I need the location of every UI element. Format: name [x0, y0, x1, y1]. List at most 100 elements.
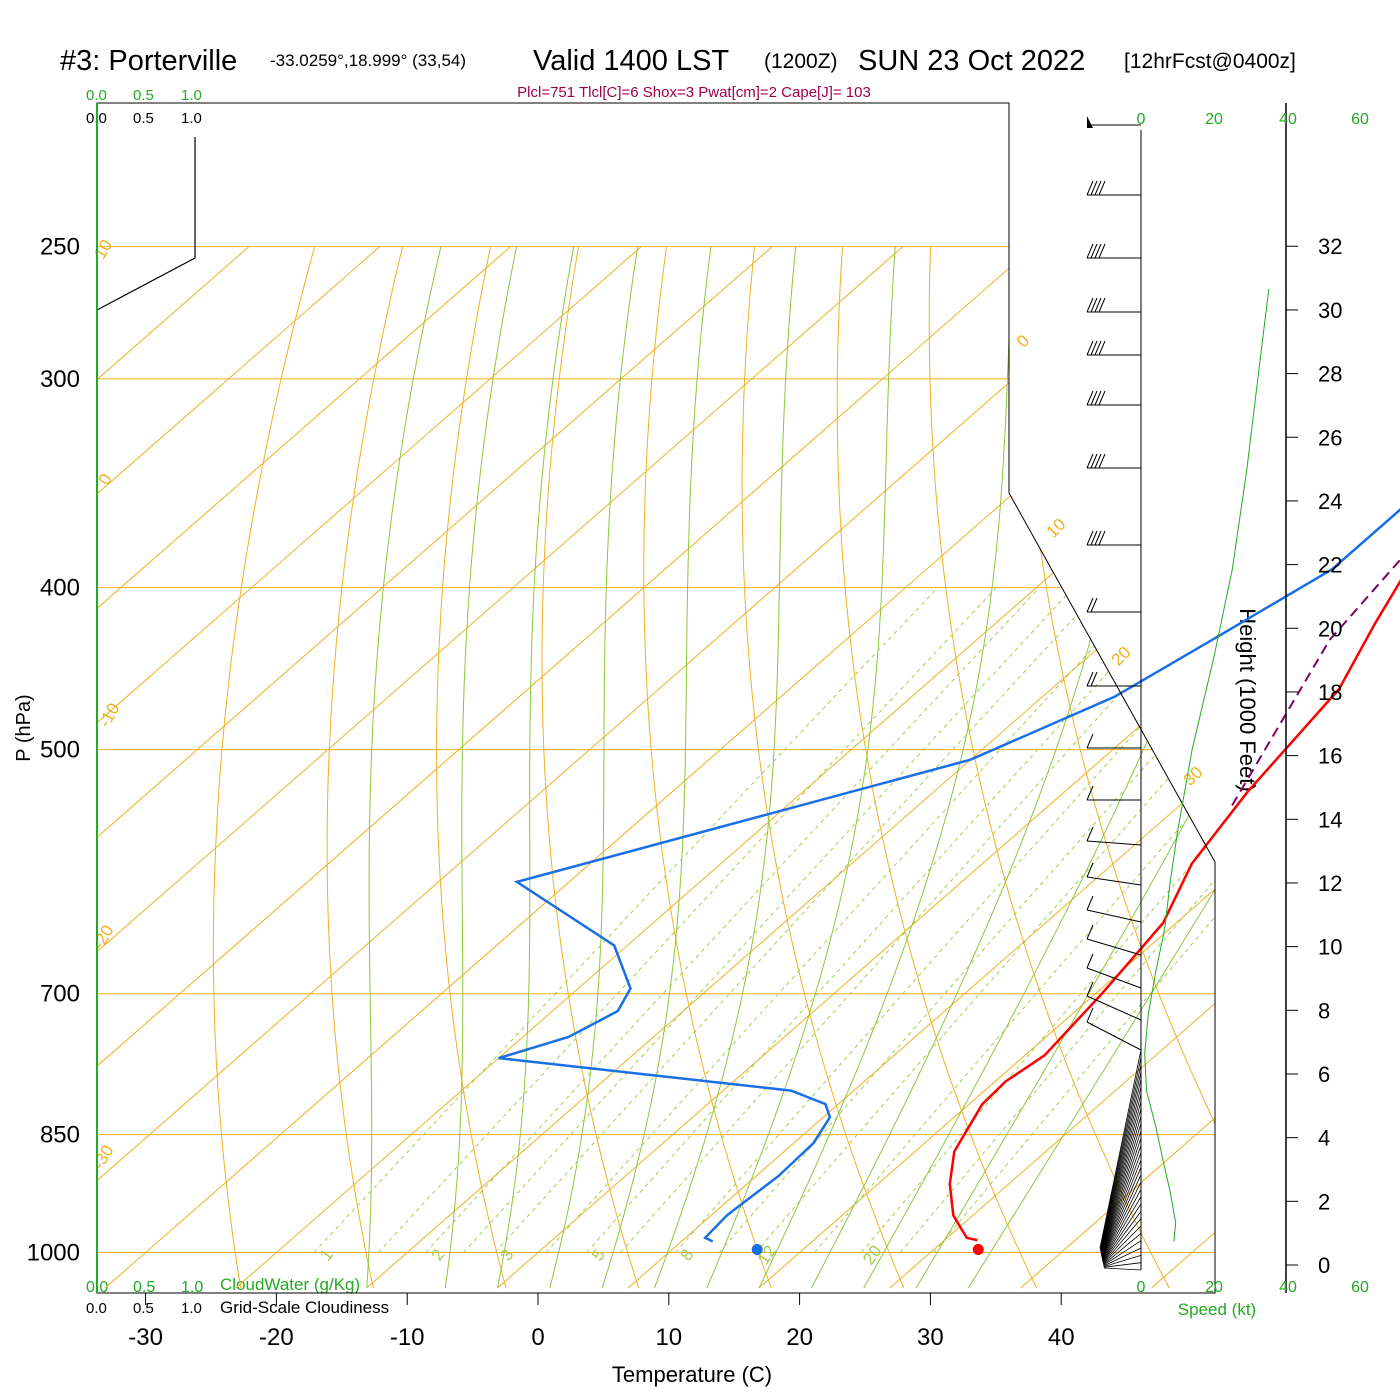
wind-barb-low	[1103, 1254, 1142, 1268]
speed-tick-label-top: 0	[1137, 111, 1146, 128]
wind-barb-flag	[1086, 981, 1094, 997]
cloudwater-top-0: 0.0	[86, 87, 107, 104]
speed-tick-label-bottom: 20	[1205, 1279, 1223, 1296]
pressure-tick-label: 700	[40, 981, 80, 1008]
dry-adiabat-line	[0, 103, 796, 1293]
wind-speed-line	[1144, 288, 1270, 1242]
temp-tick-label: 0	[531, 1324, 544, 1351]
dry-adiabat-line	[212, 246, 316, 1288]
wind-barb-flag	[1098, 297, 1106, 313]
wind-barb-flag	[1086, 530, 1094, 546]
height-tick-label: 12	[1318, 871, 1342, 896]
cloudiness-line	[96, 137, 196, 311]
wind-barb-low	[1101, 1145, 1142, 1257]
height-tick-label: 0	[1318, 1253, 1330, 1278]
surface-dewpoint-dot	[751, 1244, 763, 1256]
wind-barb-flag	[1094, 180, 1102, 196]
isotherm-line	[97, 246, 773, 1289]
wind-barb-low	[1102, 1203, 1142, 1263]
dry-adiabat-line	[0, 103, 858, 1293]
cloudiness-bottom-1: 0.5	[133, 1300, 154, 1317]
wind-barb-low	[1101, 1167, 1142, 1259]
cloudwater-bottom-2: 1.0	[181, 1279, 203, 1296]
wind-barb-low	[1100, 1093, 1142, 1253]
isotherm-line	[97, 246, 511, 1289]
isotherm-line	[97, 246, 250, 1289]
cloudiness-bottom-0: 0.0	[86, 1300, 107, 1317]
mixing-ratio-line	[861, 587, 1215, 1253]
dry-adiabat-line	[283, 103, 1354, 1293]
pressure-tick-label: 1000	[27, 1240, 80, 1267]
dewpoint-line	[498, 508, 1400, 1243]
moist-adiabat-line	[366, 246, 442, 1288]
wind-barb-low	[1103, 1240, 1142, 1266]
mixing-ratio-label: 2	[428, 1246, 449, 1265]
height-tick-label: 26	[1318, 425, 1342, 450]
isotherm-line	[366, 246, 1215, 1289]
wind-barb-flag	[1094, 390, 1102, 406]
wind-barb-flag	[1086, 340, 1094, 356]
pressure-tick-label: 400	[40, 575, 80, 602]
wind-barb-low	[1100, 1101, 1142, 1253]
wind-barb-flag	[1090, 530, 1098, 546]
surface-temperature-dot	[972, 1244, 984, 1256]
height-tick-label: 2	[1318, 1189, 1330, 1214]
wind-barb-low	[1103, 1267, 1142, 1271]
isotherm-line	[628, 246, 1215, 1289]
wind-barb-pennant	[1087, 116, 1093, 128]
wind-barb-flag	[1098, 243, 1106, 259]
wind-barb-flag	[1098, 530, 1106, 546]
mixing-ratio-line	[425, 587, 1040, 1253]
temp-tick-label: 40	[1048, 1324, 1075, 1351]
x-axis-label: Temperature (C)	[612, 1362, 772, 1387]
wind-barb-flag	[1090, 453, 1098, 469]
temp-tick-label: 10	[655, 1324, 682, 1351]
wind-barb-staff	[1086, 967, 1142, 989]
dry-adiabat-line	[541, 246, 640, 1289]
dry-adiabat-line	[326, 246, 404, 1289]
dry-adiabat-line	[531, 103, 1400, 1293]
wind-barb-low	[1103, 1247, 1142, 1267]
moist-adiabat-line	[811, 246, 1151, 1289]
mixing-ratio-label: 3	[497, 1246, 518, 1265]
wind-barb-flag	[1098, 180, 1106, 196]
wind-barb-flag	[1098, 390, 1106, 406]
y-axis-label: P (hPa)	[13, 694, 35, 761]
wind-barb-flag	[1090, 243, 1098, 259]
isotherm-label: 10	[1043, 515, 1070, 542]
height-tick-label: 22	[1318, 553, 1342, 578]
mixing-ratio-label: 1	[316, 1246, 337, 1265]
wind-barb-low	[1102, 1225, 1142, 1265]
wind-barb-flag	[1090, 180, 1098, 196]
isotherm-line	[97, 246, 642, 1289]
isotherm-line	[889, 246, 1215, 1289]
wind-barb-flag	[1086, 862, 1094, 878]
wind-barb-flag	[1086, 390, 1094, 406]
mixing-ratio-line	[933, 587, 1215, 1253]
cloudwater-label: CloudWater (g/Kg)	[220, 1275, 360, 1294]
moist-adiabat-line	[915, 246, 1215, 1289]
wind-barb-flag	[1090, 297, 1098, 313]
wind-barb-flag	[1086, 453, 1094, 469]
wind-barb-low	[1102, 1196, 1142, 1262]
wind-layer	[1086, 116, 1270, 1271]
isotherm-line	[497, 246, 1215, 1289]
mixing-ratio-line	[899, 587, 1215, 1253]
mixing-ratio-label: 5	[588, 1246, 609, 1265]
dry-adiabat-line	[1337, 103, 1400, 1293]
wind-barb-low	[1100, 1115, 1142, 1255]
mixing-ratio-line	[378, 587, 997, 1253]
isotherm-label: 10	[90, 236, 116, 262]
height-tick-label: 30	[1318, 298, 1342, 323]
isotherm-label: -10	[95, 700, 124, 731]
mixing-ratio-line	[586, 587, 1186, 1253]
speed-tick-label-top: 40	[1279, 111, 1297, 128]
dry-adiabat-line	[1027, 103, 1400, 1293]
wind-barb-low	[1103, 1262, 1142, 1268]
height-tick-label: 10	[1318, 935, 1342, 960]
speed-tick-label-bottom: 0	[1137, 1279, 1146, 1296]
wind-barb-flag	[1086, 243, 1094, 259]
dry-adiabat-line	[593, 103, 1400, 1293]
wind-barb-low	[1102, 1211, 1142, 1263]
